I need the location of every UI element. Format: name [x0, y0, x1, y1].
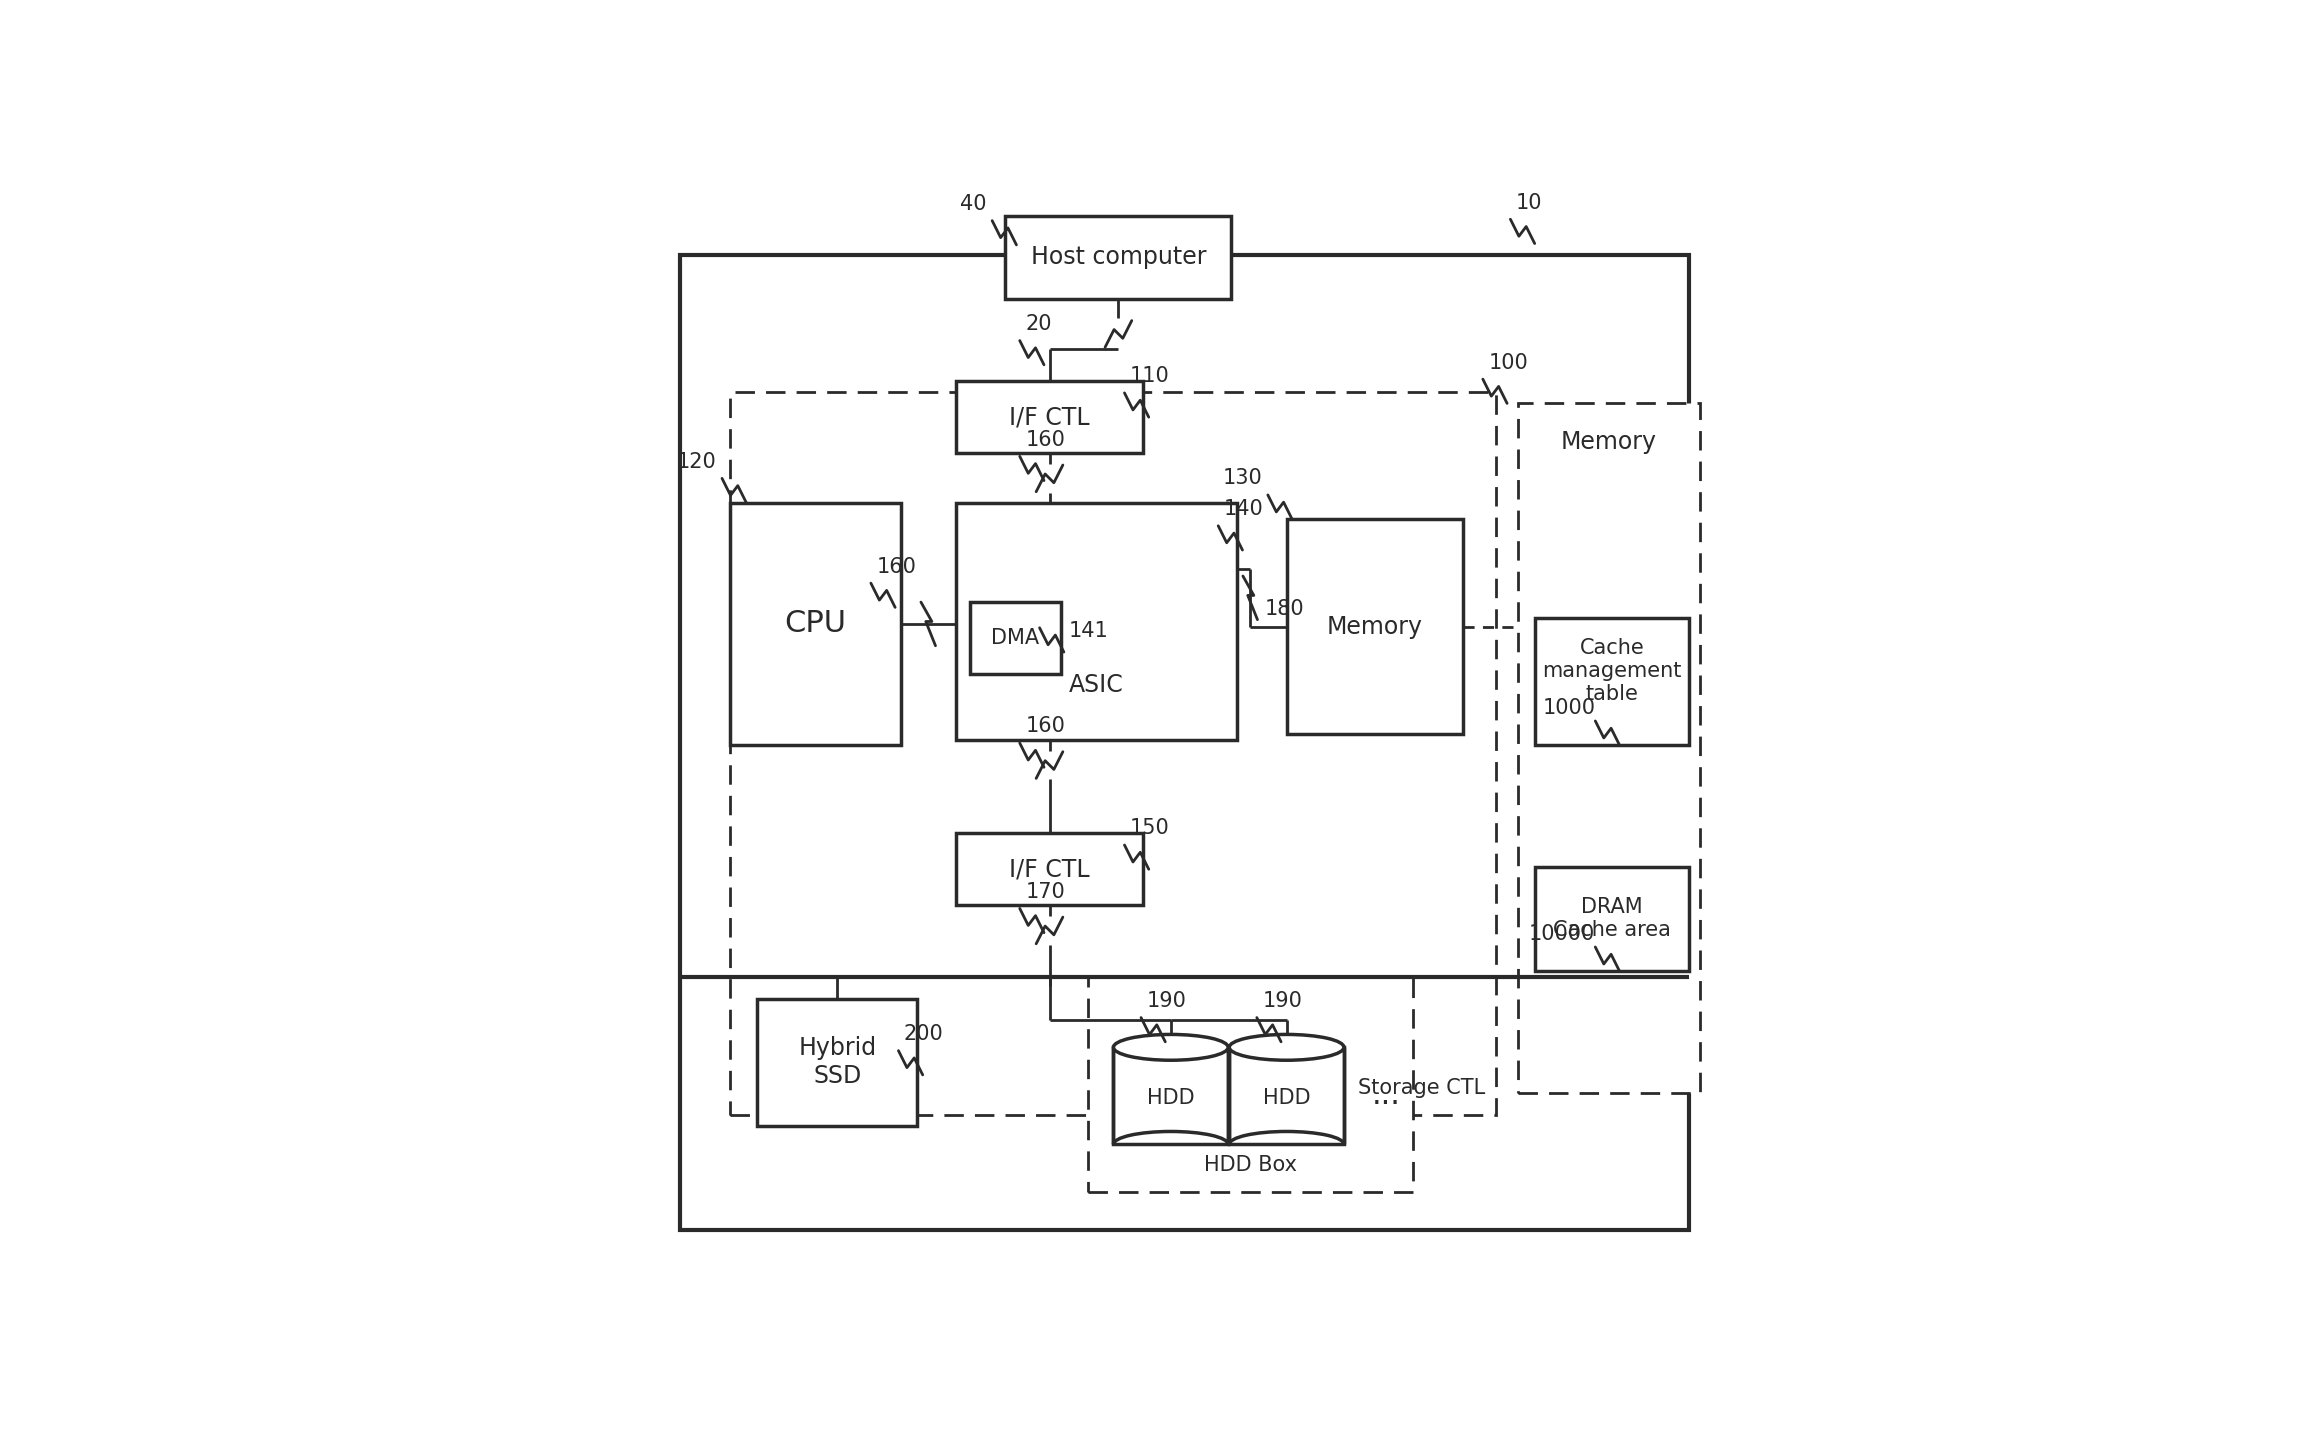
- Text: 150: 150: [1130, 818, 1169, 838]
- Text: ...: ...: [1372, 1081, 1400, 1110]
- Text: 141: 141: [1068, 620, 1107, 640]
- Text: 20: 20: [1026, 314, 1052, 334]
- Bar: [756, 1000, 918, 1126]
- Text: Storage CTL: Storage CTL: [1358, 1078, 1485, 1098]
- Text: 180: 180: [1264, 599, 1305, 619]
- Text: 1000: 1000: [1543, 697, 1596, 717]
- Text: Hybrid
SSD: Hybrid SSD: [798, 1037, 876, 1088]
- Bar: [1114, 1047, 1229, 1144]
- Text: 200: 200: [904, 1024, 943, 1044]
- Text: Cache
management
table: Cache management table: [1543, 637, 1681, 705]
- Text: 160: 160: [1026, 430, 1065, 450]
- Bar: [729, 392, 1497, 1114]
- Bar: [1088, 977, 1414, 1191]
- Text: 120: 120: [676, 451, 717, 471]
- Ellipse shape: [1229, 1034, 1344, 1060]
- Bar: [971, 601, 1061, 673]
- Bar: [1287, 520, 1462, 735]
- Text: 10000: 10000: [1529, 924, 1596, 944]
- Text: 10: 10: [1515, 193, 1543, 212]
- Text: 40: 40: [959, 193, 987, 213]
- Text: 160: 160: [876, 557, 915, 577]
- Text: HDD: HDD: [1146, 1088, 1195, 1108]
- Bar: [680, 255, 1688, 1230]
- Text: 140: 140: [1224, 500, 1264, 520]
- Text: 170: 170: [1026, 882, 1065, 902]
- Ellipse shape: [1114, 1034, 1229, 1060]
- Text: Host computer: Host computer: [1031, 245, 1206, 269]
- Text: ASIC: ASIC: [1070, 673, 1123, 696]
- Bar: [1229, 1047, 1344, 1144]
- Text: Memory: Memory: [1561, 430, 1658, 454]
- Bar: [1517, 404, 1700, 1093]
- Text: I/F CTL: I/F CTL: [1010, 405, 1091, 430]
- Bar: [1005, 216, 1231, 299]
- Bar: [1536, 866, 1688, 971]
- Text: 130: 130: [1222, 468, 1261, 488]
- Text: DMA: DMA: [992, 627, 1040, 647]
- Text: I/F CTL: I/F CTL: [1010, 858, 1091, 881]
- Bar: [729, 503, 902, 745]
- Text: 100: 100: [1487, 352, 1529, 372]
- Text: Memory: Memory: [1326, 614, 1423, 639]
- Text: HDD Box: HDD Box: [1204, 1156, 1298, 1176]
- Text: CPU: CPU: [784, 610, 846, 639]
- Bar: [955, 833, 1144, 905]
- Bar: [955, 503, 1236, 740]
- Text: 160: 160: [1026, 716, 1065, 736]
- Text: 190: 190: [1261, 991, 1303, 1011]
- Text: 110: 110: [1130, 367, 1169, 387]
- Text: 190: 190: [1146, 991, 1185, 1011]
- Text: DRAM
Cache area: DRAM Cache area: [1552, 898, 1672, 941]
- Bar: [955, 381, 1144, 453]
- Bar: [1536, 619, 1688, 745]
- Text: HDD: HDD: [1264, 1088, 1310, 1108]
